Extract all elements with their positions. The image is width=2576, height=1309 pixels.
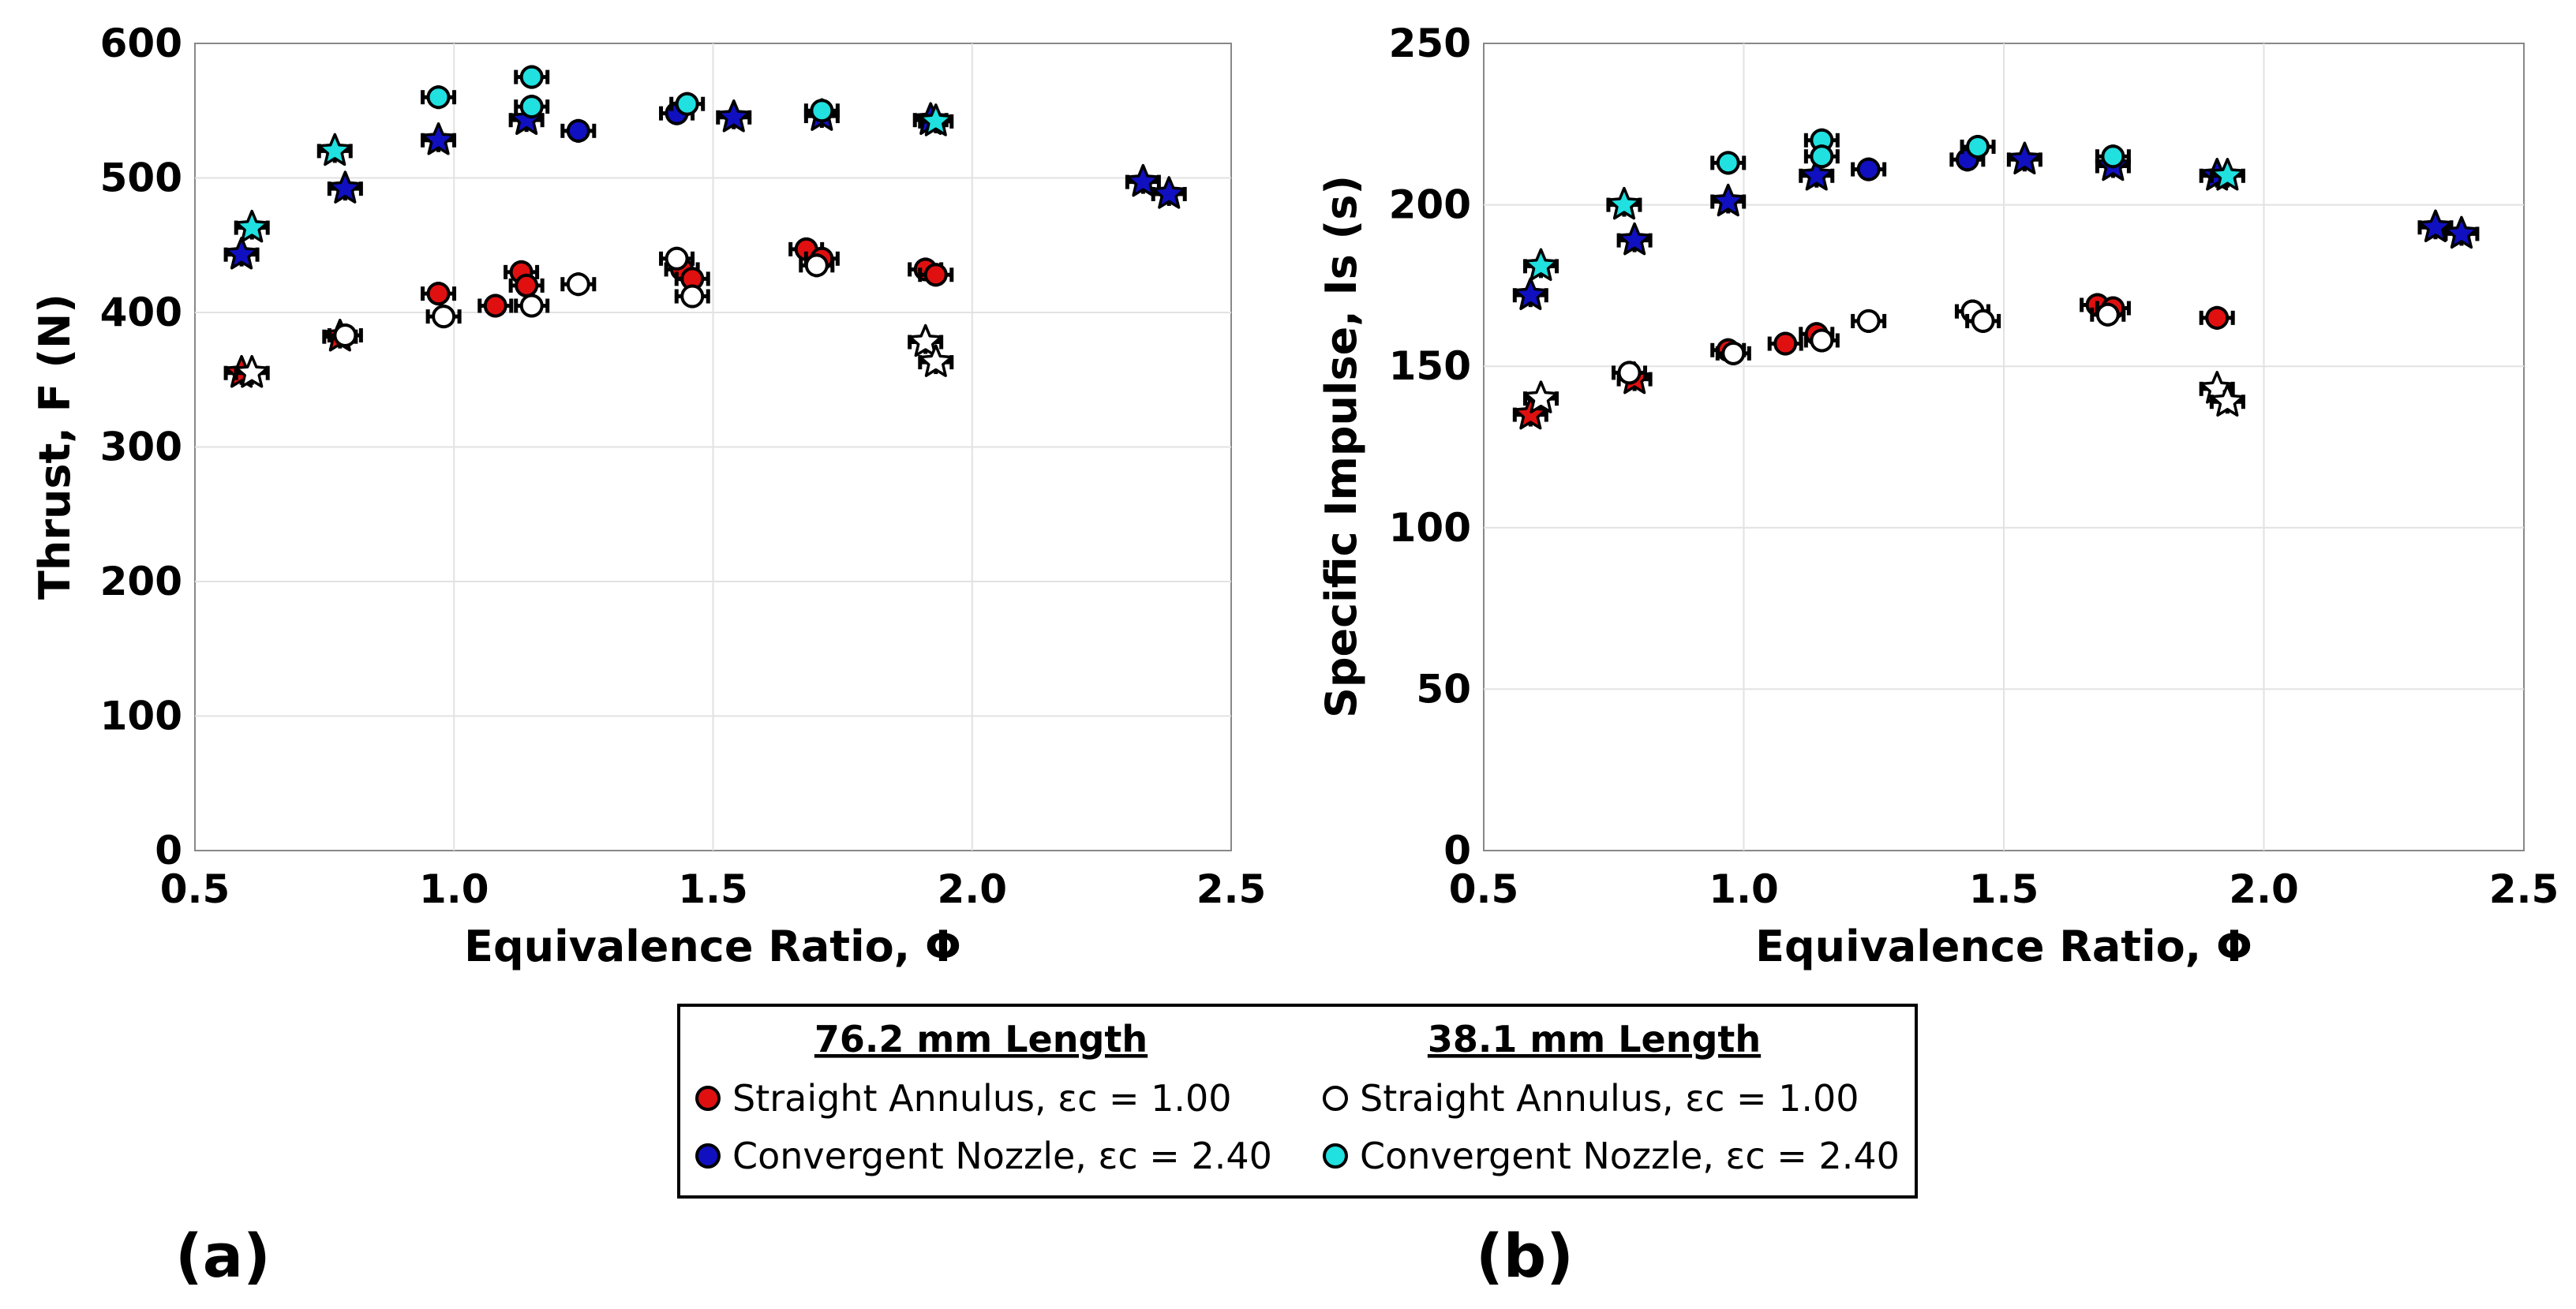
thrust-star-point-convergent_76: [421, 122, 456, 155]
isp-point-straight_38: [1617, 361, 1642, 385]
thrust-star-point-straight_38: [908, 324, 943, 357]
thrust-y-tick-label: 500: [100, 155, 182, 201]
isp-point-convergent_38: [2101, 144, 2125, 169]
isp-star-point-straight_38: [1523, 380, 1559, 413]
thrust-x-tick-label: 1.0: [419, 866, 489, 912]
isp-point-convergent_38: [1716, 151, 1740, 175]
thrust-point-straight_76: [923, 263, 948, 287]
isp-point-convergent_38: [1966, 134, 1990, 159]
isp-y-tick-label: 0: [1443, 828, 1471, 873]
isp-y-tick-label: 50: [1416, 666, 1471, 712]
isp-point-straight_38: [1971, 309, 1995, 333]
thrust-x-tick-label: 1.5: [678, 866, 748, 912]
isp-star-point-convergent_76: [2444, 215, 2479, 249]
thrust-y-tick-label: 300: [100, 424, 182, 470]
legend-box: [677, 1004, 1918, 1199]
thrust-star-point-convergent_38: [317, 133, 352, 166]
thrust-point-straight_38: [680, 284, 705, 309]
thrust-point-convergent_38: [810, 99, 834, 123]
thrust-point-straight_76: [515, 273, 539, 297]
isp-star-point-convergent_76: [2007, 141, 2042, 175]
isp-point-straight_38: [1721, 341, 1746, 365]
isp-star-point-convergent_76: [1513, 277, 1548, 310]
isp-x-axis-label: Equivalence Ratio, Φ: [1755, 922, 2252, 971]
thrust-x-tick-label: 2.5: [1196, 866, 1267, 912]
thrust-y-tick-label: 400: [100, 290, 182, 335]
isp-x-tick-label: 2.0: [2229, 866, 2299, 912]
isp-point-straight_76: [1773, 331, 1798, 356]
thrust-star-point-convergent_76: [328, 170, 363, 204]
isp-point-convergent_38: [1810, 144, 1834, 169]
legend-marker-straight-38: [1323, 1086, 1348, 1111]
isp-point-straight_38: [1810, 328, 1834, 353]
isp-star-point-straight_38: [2210, 383, 2245, 417]
thrust-star-point-straight_38: [234, 354, 269, 388]
isp-star-point-convergent_76: [1799, 158, 1834, 191]
isp-y-axis-label: Specific Impulse, Is (s): [1316, 175, 1366, 718]
thrust-point-straight_38: [432, 305, 456, 329]
thrust-point-convergent_38: [519, 65, 544, 89]
thrust-point-straight_38: [519, 294, 544, 318]
thrust-y-tick-label: 100: [100, 694, 182, 739]
legend-label-convergent-76: Convergent Nozzle, εc = 2.40: [732, 1135, 1272, 1177]
thrust-star-point-convergent_38: [234, 209, 269, 243]
thrust-y-tick-label: 200: [100, 559, 182, 604]
isp-star-point-convergent_38: [1607, 186, 1642, 220]
thrust-star-point-convergent_38: [919, 103, 953, 137]
isp-star-point-convergent_76: [1617, 222, 1652, 256]
thrust-point-straight_38: [665, 246, 689, 271]
panel-label-b: (b): [1476, 1221, 1574, 1291]
isp-star-point-convergent_76: [1711, 183, 1746, 217]
legend-marker-convergent-76: [695, 1143, 721, 1169]
thrust-point-straight_76: [426, 282, 451, 306]
isp-star-point-convergent_38: [2210, 158, 2245, 191]
isp-x-tick-label: 0.5: [1449, 866, 1519, 912]
thrust-y-tick-label: 0: [155, 828, 182, 873]
legend-label-convergent-38: Convergent Nozzle, εc = 2.40: [1360, 1135, 1900, 1177]
thrust-y-axis-label: Thrust, F (N): [30, 294, 80, 600]
isp-x-tick-label: 1.5: [1969, 866, 2039, 912]
thrust-star-point-straight_38: [919, 344, 953, 377]
legend: 76.2 mm Length 38.1 mm Length Straight A…: [677, 1004, 1918, 1199]
thrust-point-convergent_38: [426, 85, 451, 110]
legend-label-straight-38: Straight Annulus, εc = 1.00: [1360, 1077, 1859, 1120]
isp-point-convergent_76: [1856, 157, 1881, 181]
legend-label-straight-76: Straight Annulus, εc = 1.00: [732, 1077, 1232, 1120]
thrust-chart: 0.5 1.0 1.5 2.0 2.5 0 100 200 300 400 500 600 Equi…: [30, 21, 1266, 971]
thrust-point-convergent_38: [519, 95, 544, 119]
isp-y-tick-label: 100: [1389, 505, 1471, 551]
isp-x-tick-label: 2.5: [2489, 866, 2559, 912]
panel-label-a: (a): [175, 1221, 271, 1291]
thrust-point-straight_76: [483, 294, 507, 318]
legend-group1-title: 76.2 mm Length: [814, 1018, 1148, 1060]
isp-point-straight_38: [2095, 302, 2120, 327]
isp-y-tick-label: 250: [1389, 21, 1471, 66]
isp-point-straight_76: [2205, 305, 2230, 330]
thrust-point-straight_38: [566, 272, 590, 297]
thrust-x-axis-label: Equivalence Ratio, Φ: [464, 922, 961, 971]
specific-impulse-chart: 0.5 1.0 1.5 2.0 2.5 0 50 100 150 200 250 Equivale…: [1316, 21, 2559, 971]
thrust-point-convergent_76: [566, 118, 590, 143]
legend-marker-convergent-38: [1323, 1143, 1348, 1169]
legend-marker-straight-76: [695, 1086, 721, 1111]
thrust-x-tick-label: 2.0: [937, 866, 1007, 912]
thrust-star-point-convergent_76: [717, 99, 751, 133]
thrust-star-point-convergent_76: [1125, 163, 1161, 197]
thrust-point-straight_38: [804, 253, 829, 278]
isp-star-point-convergent_38: [1523, 248, 1559, 282]
isp-star-point-convergent_76: [2418, 209, 2453, 242]
isp-y-tick-label: 200: [1389, 182, 1471, 228]
isp-point-straight_38: [1856, 309, 1881, 333]
thrust-point-straight_38: [333, 323, 358, 347]
thrust-star-point-convergent_76: [224, 236, 259, 270]
thrust-point-convergent_38: [675, 92, 699, 116]
thrust-star-point-convergent_76: [1151, 176, 1186, 209]
isp-y-tick-label: 150: [1389, 343, 1471, 389]
isp-x-tick-label: 1.0: [1709, 866, 1779, 912]
legend-group2-title: 38.1 mm Length: [1428, 1018, 1761, 1060]
thrust-x-tick-label: 0.5: [160, 866, 230, 912]
thrust-y-tick-label: 600: [100, 21, 182, 66]
